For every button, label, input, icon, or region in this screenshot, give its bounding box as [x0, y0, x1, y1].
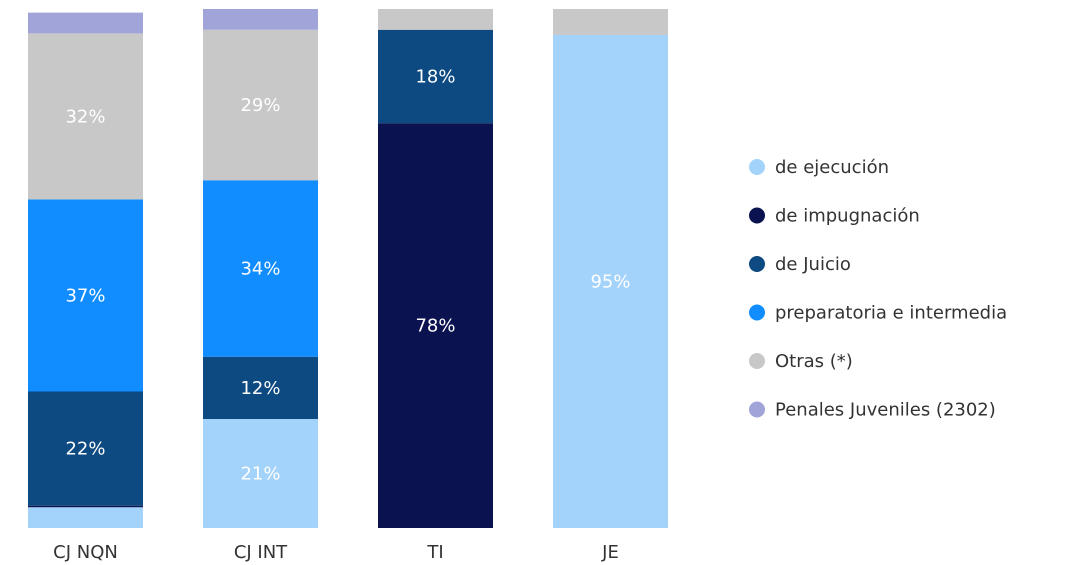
bar-segment	[203, 419, 318, 528]
data-label: 21%	[240, 464, 280, 485]
bar-segment	[28, 505, 143, 508]
x-tick-label: JE	[601, 542, 619, 563]
bar-segment	[553, 34, 668, 528]
legend-marker	[749, 256, 765, 272]
bar-segment	[203, 356, 318, 420]
bar-segment	[378, 9, 493, 30]
legend-marker	[749, 159, 765, 175]
data-label: 95%	[590, 271, 630, 292]
legend-marker	[749, 353, 765, 369]
data-label: 29%	[240, 95, 280, 116]
legend-label: Penales Juveniles (2302)	[775, 400, 996, 421]
legend-label: preparatoria e intermedia	[775, 303, 1007, 324]
x-tick-label: CJ INT	[234, 542, 288, 563]
bar-segment	[553, 9, 668, 35]
data-label: 34%	[240, 259, 280, 280]
legend-marker	[749, 304, 765, 321]
legend-label: de impugnación	[775, 206, 920, 227]
bar-segment	[378, 29, 493, 124]
x-tick-label: CJ NQN	[53, 542, 118, 563]
legend-label: de ejecución	[775, 157, 889, 178]
bar-segment	[203, 29, 318, 181]
bar-segment	[28, 12, 143, 34]
bar-segment	[28, 199, 143, 392]
bar-segment	[28, 391, 143, 506]
data-label: 78%	[415, 316, 455, 337]
bar-segment	[28, 33, 143, 200]
data-label: 32%	[65, 106, 105, 127]
legend-marker	[749, 401, 765, 418]
bar-segment	[203, 9, 318, 30]
data-label: 37%	[65, 285, 105, 306]
bar-segment	[28, 507, 143, 528]
legend-marker	[749, 207, 765, 224]
legend-label: Otras (*)	[775, 351, 853, 372]
data-label: 18%	[415, 66, 455, 87]
bar-segment	[378, 123, 493, 529]
legend-label: de Juicio	[775, 254, 851, 275]
data-label: 12%	[240, 378, 280, 399]
bar-segment	[203, 180, 318, 357]
data-label: 22%	[65, 439, 105, 460]
x-tick-label: TI	[426, 542, 443, 563]
